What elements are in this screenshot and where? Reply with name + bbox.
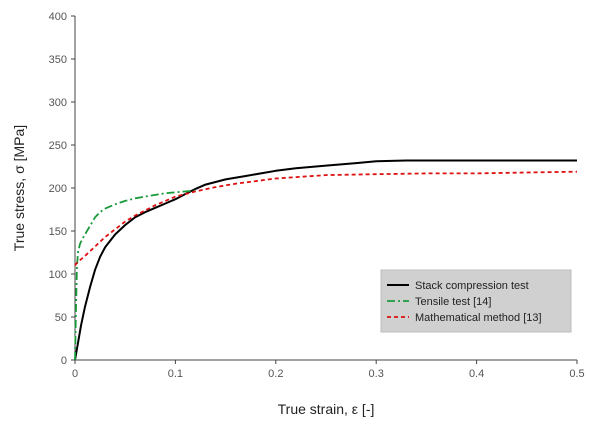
y-tick-label: 250 [49, 140, 67, 152]
y-axis: 0 50 100 150 200 250 300 350 400 [49, 11, 76, 367]
x-tick-label: 0.1 [168, 368, 183, 380]
x-axis-title: True strain, ε [-] [278, 401, 375, 417]
x-tick-label: 0.4 [469, 368, 484, 380]
y-tick-label: 300 [49, 97, 67, 109]
series-layer [74, 159, 578, 361]
y-tick-label: 0 [61, 355, 67, 367]
legend-label-0: Stack compression test [415, 280, 529, 292]
y-axis-title: True stress, σ [MPa] [11, 125, 27, 251]
series-line-0 [74, 159, 577, 361]
x-tick-label: 0 [72, 368, 78, 380]
legend-label-1: Tensile test [14] [415, 296, 491, 308]
x-axis: 0 0.1 0.2 0.3 0.4 0.5 [72, 359, 585, 380]
x-tick-label: 0.2 [268, 368, 283, 380]
y-tick-label: 200 [49, 183, 67, 195]
legend-items: Stack compression test Tensile test [14] M… [387, 280, 542, 324]
y-tick-label: 50 [55, 312, 67, 324]
y-tick-label: 350 [49, 54, 67, 66]
x-tick-label: 0.3 [369, 368, 384, 380]
y-tick-label: 100 [49, 269, 67, 281]
legend-box [380, 269, 572, 333]
legend: Stack compression test Tensile test [14] M… [380, 269, 572, 333]
y-tick-label: 400 [49, 11, 67, 23]
legend-label-2: Mathematical method [13] [415, 312, 542, 324]
series-line-2 [74, 170, 578, 266]
y-tick-label: 150 [49, 226, 67, 238]
x-tick-label: 0.5 [569, 368, 584, 380]
